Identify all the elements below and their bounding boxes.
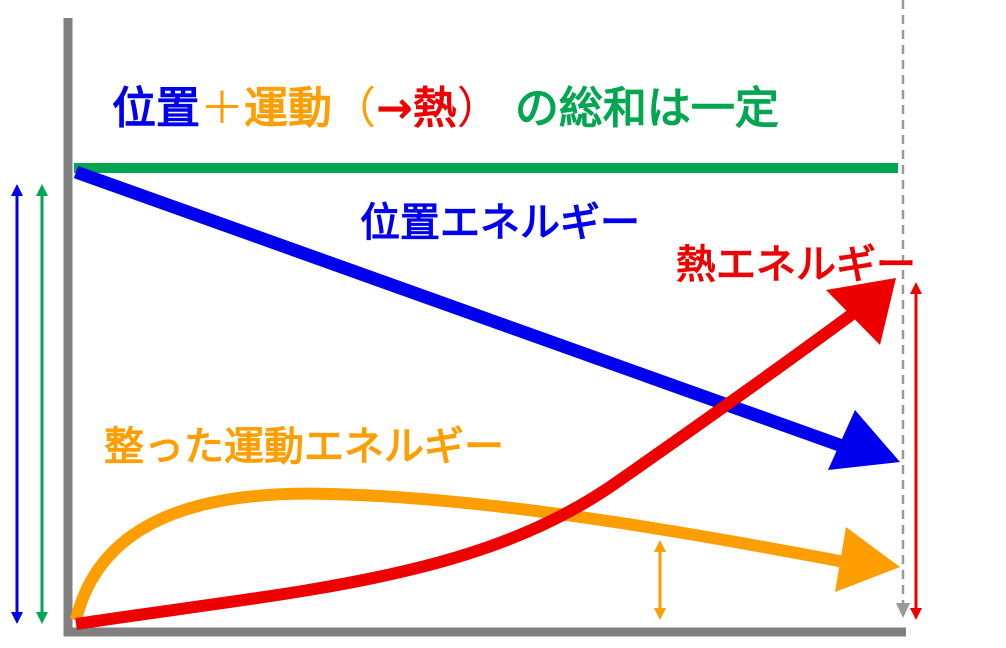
title-potential: 位置: [112, 83, 200, 134]
title-arrow: →: [376, 83, 413, 134]
potential-energy-label: 位置エネルギー: [360, 200, 640, 246]
title-rest: の総和は一定: [514, 83, 779, 134]
motion-arrowhead: [835, 527, 900, 592]
potential-energy-line: [73, 165, 848, 454]
diagram-title: 位置＋運動（→熱） の総和は一定: [112, 72, 779, 136]
heat-energy-label: 熱エネルギー: [676, 242, 916, 288]
title-paren-open: （: [332, 83, 376, 134]
heat-energy-curve: [75, 307, 859, 630]
title-paren-close: ）: [456, 83, 501, 134]
title-plus: ＋: [200, 83, 244, 134]
heat-arrowhead: [826, 278, 896, 345]
end-arrowhead: [896, 603, 910, 618]
title-heat: 熱: [412, 83, 457, 134]
potential-arrowhead: [828, 410, 900, 470]
motion-energy-label: 整った運動エネルギー: [104, 424, 504, 470]
title-motion: 運動: [244, 83, 332, 134]
motion-energy-curve: [70, 487, 847, 622]
